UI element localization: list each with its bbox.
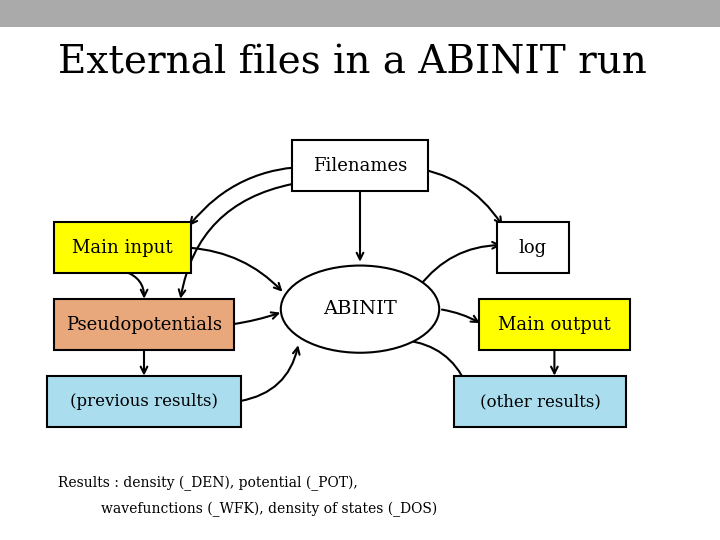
FancyBboxPatch shape — [497, 222, 569, 273]
Text: log: log — [518, 239, 547, 256]
Ellipse shape — [281, 266, 439, 353]
Text: External files in a ABINIT run: External files in a ABINIT run — [58, 44, 647, 82]
Text: Main input: Main input — [72, 239, 173, 256]
Text: Pseudopotentials: Pseudopotentials — [66, 315, 222, 334]
FancyBboxPatch shape — [454, 376, 626, 427]
Text: Results : density (_DEN), potential (_POT),: Results : density (_DEN), potential (_PO… — [58, 476, 357, 491]
FancyBboxPatch shape — [292, 140, 428, 191]
Text: Main output: Main output — [498, 315, 611, 334]
Text: Filenames: Filenames — [313, 157, 407, 174]
Text: ABINIT: ABINIT — [323, 300, 397, 318]
FancyBboxPatch shape — [54, 222, 191, 273]
FancyBboxPatch shape — [0, 27, 720, 540]
Text: (previous results): (previous results) — [70, 393, 218, 410]
Text: wavefunctions (_WFK), density of states (_DOS): wavefunctions (_WFK), density of states … — [101, 502, 437, 517]
FancyBboxPatch shape — [54, 299, 234, 350]
FancyBboxPatch shape — [47, 376, 241, 427]
Text: (other results): (other results) — [480, 393, 600, 410]
FancyBboxPatch shape — [479, 299, 630, 350]
